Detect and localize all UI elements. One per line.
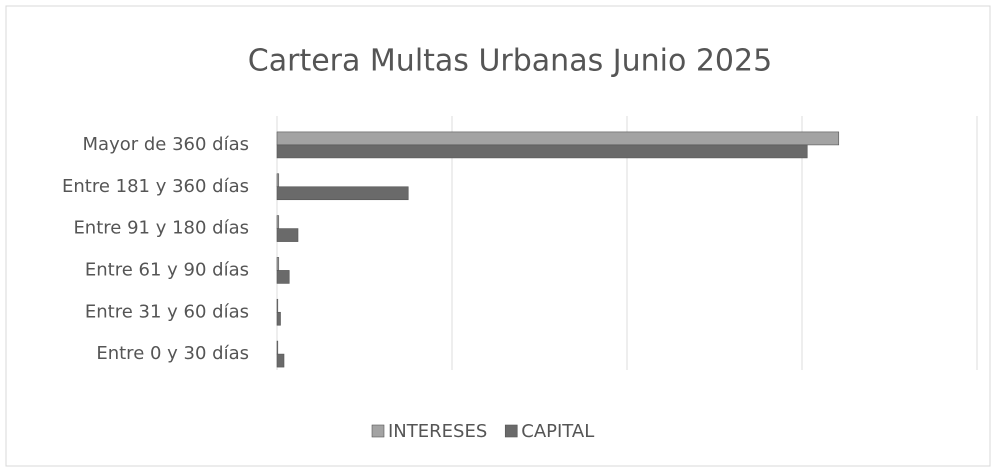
y-tick-label: Entre 0 y 30 días: [96, 343, 249, 364]
y-tick-label: Entre 181 y 360 días: [62, 176, 249, 197]
legend-label: CAPITAL: [521, 421, 594, 442]
y-tick-label: Entre 61 y 90 días: [85, 259, 249, 280]
bar: [276, 340, 279, 355]
chart-border: [5, 5, 991, 467]
legend-swatch: [371, 424, 385, 438]
y-tick-label: Mayor de 360 días: [83, 134, 249, 155]
bar: [276, 131, 840, 146]
bar: [276, 298, 279, 313]
bar: [276, 186, 409, 201]
bar: [276, 228, 299, 242]
y-tick-label: Entre 91 y 180 días: [73, 218, 249, 239]
bar: [276, 144, 808, 159]
chart-title: Cartera Multas Urbanas Junio 2025: [248, 44, 772, 79]
legend-swatch: [504, 424, 518, 438]
bar: [276, 173, 280, 188]
legend-label: INTERESES: [388, 421, 487, 442]
bar: [276, 215, 280, 229]
bar: [276, 353, 285, 368]
y-tick-label: Entre 31 y 60 días: [85, 301, 249, 322]
bar: [276, 257, 280, 271]
bar: [276, 311, 281, 326]
bar: [276, 270, 290, 284]
